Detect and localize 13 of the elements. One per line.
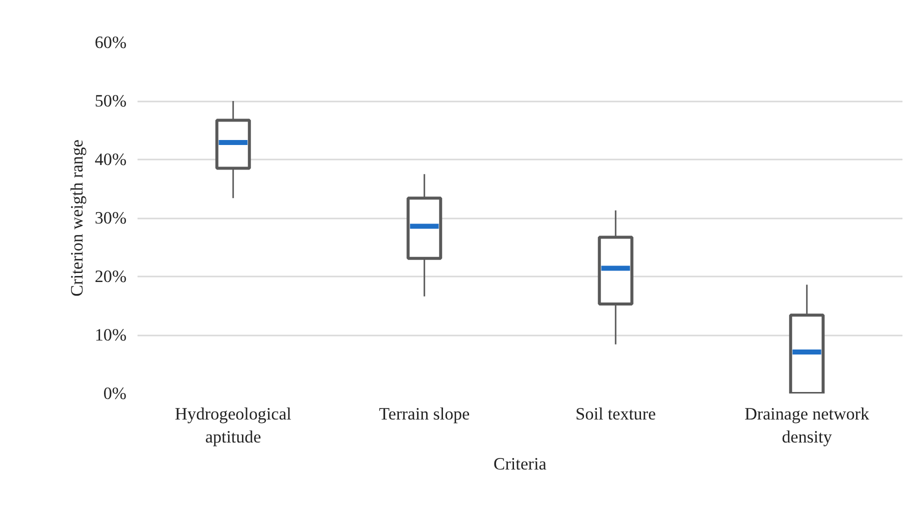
y-tick-label: 0% bbox=[103, 384, 127, 403]
y-tick-label: 40% bbox=[94, 150, 127, 169]
y-tick-label: 20% bbox=[94, 267, 127, 286]
y-tick-label: 60% bbox=[94, 33, 127, 52]
x-tick-label: Hydrogeological aptitude bbox=[174, 404, 292, 446]
x-tick-label: Drainage network density bbox=[744, 404, 870, 446]
y-tick-label: 50% bbox=[94, 92, 127, 110]
x-tick-label: Soil texture bbox=[575, 404, 656, 424]
x-axis-title: Criteria bbox=[494, 454, 547, 474]
y-tick-label: 10% bbox=[94, 326, 127, 344]
y-tick-label: 30% bbox=[94, 208, 127, 228]
y-axis-title: Criterion weigth range bbox=[68, 139, 87, 296]
x-tick-label: Terrain slope bbox=[379, 404, 470, 424]
